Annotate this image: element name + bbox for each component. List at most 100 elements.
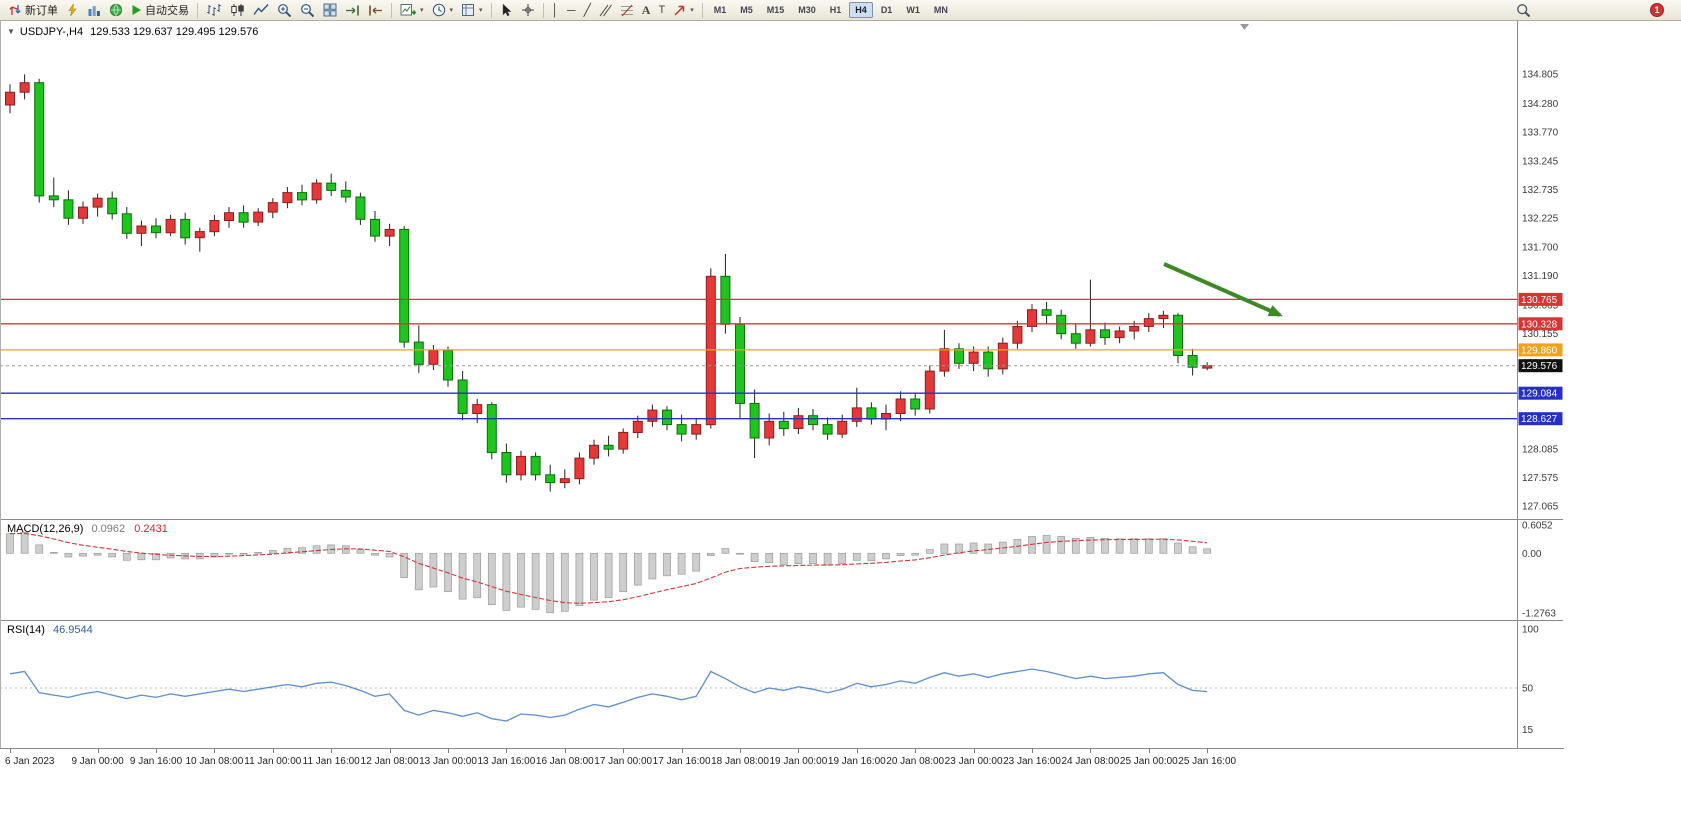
timeframe-m1[interactable]: M1 [713,5,727,15]
toolbar-separator [490,2,492,18]
clock-icon [432,3,445,17]
text-tool[interactable]: A [638,1,655,19]
notifications-badge[interactable]: 1 [1650,3,1664,17]
candle-bullish [691,424,702,435]
rsi-scale-label: 100 [1522,625,1539,636]
candle-bullish [1027,309,1037,327]
templates-dropdown[interactable]: ▾ [457,1,487,19]
time-tick [915,749,917,753]
arrows-dropdown[interactable]: ▾ [669,1,698,19]
macd-histogram-bar [531,552,540,610]
macd-histogram-bar [604,552,613,599]
services-button[interactable] [105,1,127,19]
timeframe-m30[interactable]: M30 [798,5,816,15]
new-order-button[interactable]: 新订单 [4,1,62,19]
time-axis-label: 19 Jan 16:00 [827,756,886,767]
macd-histogram-bar [64,552,73,558]
candle-bullish [968,351,979,364]
line-chart-mode-button[interactable] [249,1,273,19]
candle-bullish [5,91,15,106]
algo-trading-button[interactable]: 自动交易 [127,1,193,19]
candle-bearish [399,228,410,343]
main-chart-canvas[interactable]: 134.805 134.280 133.770 133.245 132.735 132.2… [0,21,1681,519]
rsi-canvas[interactable]: 100 50 15 [0,620,1681,748]
timeframe-m15[interactable]: M15 [766,5,785,15]
channel-icon [599,4,612,16]
market-watch-button[interactable] [83,1,105,19]
trend-arrow[interactable] [1163,262,1283,317]
timeframe-d1[interactable]: D1 [880,5,893,15]
candle-bullish [589,444,599,459]
zoom-out-button[interactable] [296,1,319,19]
vertical-line-tool[interactable]: │ [548,1,564,19]
time-axis-label: 9 Jan 00:00 [71,756,124,767]
time-axis-label: 25 Jan 00:00 [1119,756,1178,767]
time-tick [506,749,508,753]
bar-chart-mode-button[interactable] [202,1,226,19]
macd-histogram-bar [298,547,306,554]
candle-bearish [530,455,541,476]
candle-bullish [78,206,88,219]
zoom-in-button[interactable] [273,1,296,19]
channel-tool[interactable] [595,1,616,19]
candle-bearish [413,341,424,365]
macd-histogram-bar [750,552,759,563]
macd-histogram-bar [794,552,803,564]
one-click-trading-toggle[interactable]: ▼ [7,27,15,36]
time-tick [448,749,449,753]
timeframe-m5[interactable]: M5 [740,5,753,15]
price-axis-label: 127.575 [1522,473,1559,484]
macd-canvas[interactable]: 0.6052 0.00 -1.2763 [0,519,1681,620]
macd-histogram-bar [356,549,365,554]
new-chart-dropdown[interactable]: ▾ [396,1,428,19]
cursor-tool-button[interactable] [496,1,517,19]
timeframe-h1[interactable]: H1 [829,5,842,15]
time-axis[interactable]: 6 Jan 2023 9 Jan 00:00 9 Jan 16:00 10 Jan 0… [0,748,1564,774]
time-axis-label: 6 Jan 2023 [5,756,55,767]
macd-histogram-bar [736,552,744,555]
macd-histogram-bar [400,552,409,578]
time-tick [973,749,975,753]
macd-panel: 0.6052 0.00 -1.2763 MACD(12,26,9) 0.0962 0… [0,519,1681,620]
crosshair-icon [521,4,534,16]
trendline-tool[interactable]: ╱ [580,1,595,19]
crosshair-tool-button[interactable] [517,1,539,19]
time-tick [10,749,11,753]
candlestick-mode-button[interactable] [226,1,249,19]
fibonacci-tool[interactable] [616,1,638,19]
timeframe-w1[interactable]: W1 [906,5,920,15]
metaeditor-button[interactable] [62,1,83,19]
time-axis-label: 23 Jan 00:00 [944,756,1003,767]
horizontal-line-tool[interactable]: ─ [563,1,580,19]
macd-histogram-bar [502,552,511,611]
periods-dropdown[interactable]: ▾ [428,1,458,19]
search-button[interactable] [1516,3,1531,21]
auto-scroll-button[interactable] [341,1,364,19]
timeframe-mn[interactable]: MN [933,5,948,15]
candle-bullish [224,212,234,221]
cursor-icon [502,3,512,17]
time-axis-label: 19 Jan 00:00 [769,756,828,767]
macd-histogram-bar [590,552,598,601]
price-badge-value: 129.084 [1521,389,1558,400]
macd-histogram-bar [575,552,584,607]
candle-bearish [1187,355,1198,368]
chart-shift-marker[interactable] [1240,24,1249,30]
bar-chart-icon [207,4,221,16]
timeframe-h4[interactable]: H4 [849,2,873,18]
candle-bearish [121,213,132,234]
tile-windows-icon [323,3,337,17]
candle-bullish [209,220,220,233]
label-tool[interactable]: T [654,1,669,19]
candle-bullish [165,218,176,234]
macd-histogram-bar [152,552,160,561]
macd-histogram-bar [823,552,832,566]
chart-shift-button[interactable] [364,1,387,19]
time-tick [272,749,274,753]
macd-histogram-bar [79,552,87,557]
candlestick-icon [231,4,244,16]
time-axis-label: 10 Jan 08:00 [185,756,244,767]
candle-bearish [457,379,468,414]
tile-windows-button[interactable] [319,1,341,19]
candle-bullish [1129,326,1140,332]
